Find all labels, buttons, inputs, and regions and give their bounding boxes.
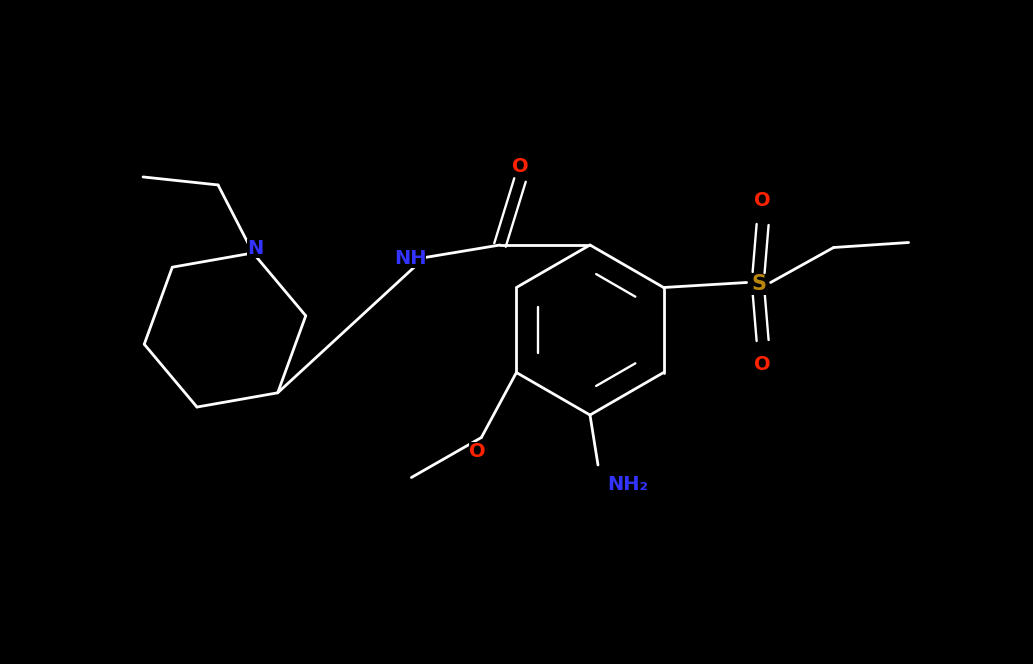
Text: S: S (751, 274, 766, 295)
Text: O: O (754, 355, 771, 374)
Text: O: O (511, 157, 528, 175)
Text: NH: NH (394, 248, 427, 268)
Text: O: O (754, 191, 771, 210)
Text: N: N (247, 240, 263, 258)
Text: NH₂: NH₂ (607, 475, 649, 495)
Text: O: O (469, 442, 486, 461)
